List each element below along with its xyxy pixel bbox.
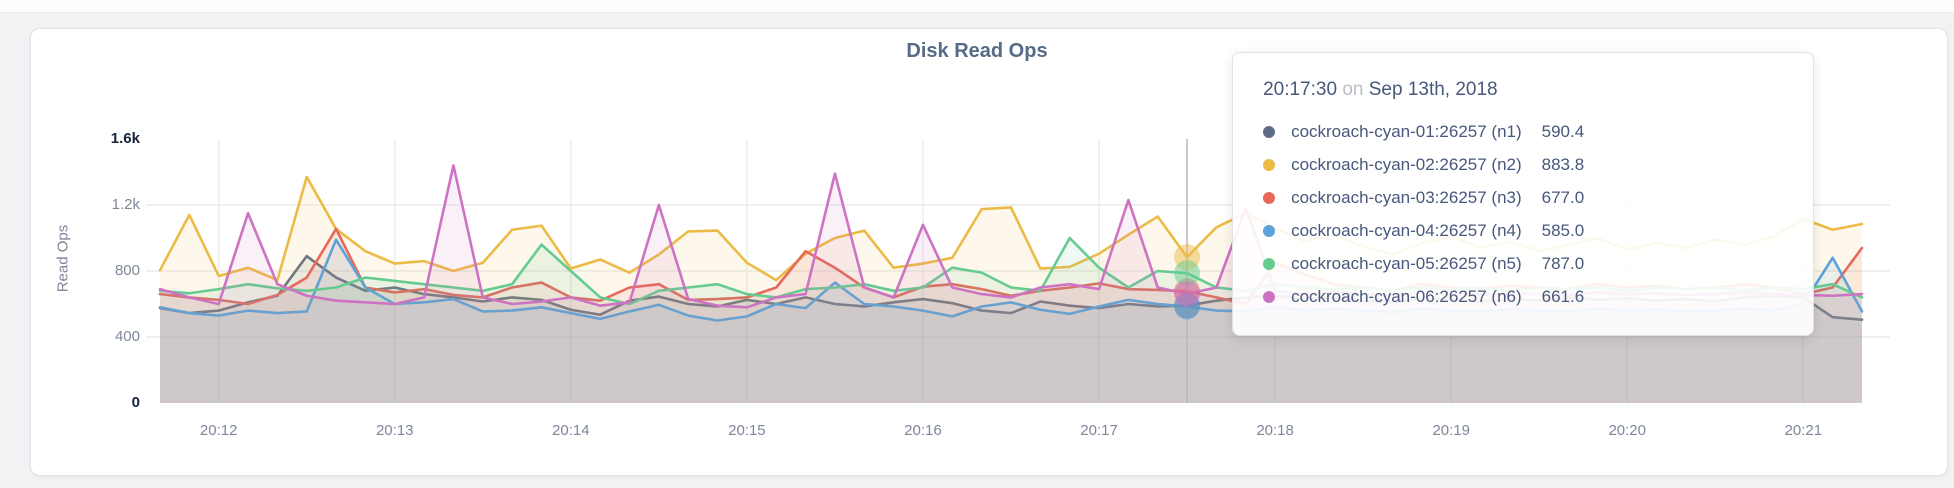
x-tick-label: 20:21 bbox=[1784, 422, 1823, 439]
series-label: cockroach-cyan-02:26257 (n2) bbox=[1291, 154, 1522, 174]
x-tick-label: 20:17 bbox=[1080, 422, 1118, 439]
page-top-strip bbox=[0, 0, 1954, 13]
series-value: 787.0 bbox=[1541, 253, 1585, 273]
series-value: 661.6 bbox=[1541, 286, 1585, 306]
series-area-n4 bbox=[160, 239, 1862, 403]
x-tick-label: 20:15 bbox=[728, 422, 766, 439]
y-tick-label: 1.6k bbox=[110, 130, 140, 147]
x-tick-label: 20:20 bbox=[1608, 422, 1646, 439]
tooltip-rows: cockroach-cyan-01:26257 (n1) 590.4 cockroa… bbox=[1263, 115, 1783, 313]
chart-title: Disk Read Ops bbox=[906, 40, 1048, 62]
series-label: cockroach-cyan-01:26257 (n1) bbox=[1291, 121, 1522, 141]
hover-dot-n6 bbox=[1174, 280, 1201, 307]
series-color-dot bbox=[1263, 191, 1276, 204]
y-tick-label: 400 bbox=[114, 328, 140, 345]
series-area-n3 bbox=[160, 228, 1862, 403]
series-color-dot bbox=[1263, 125, 1276, 138]
series-label: cockroach-cyan-06:26257 (n6) bbox=[1291, 286, 1522, 306]
hover-tooltip: 20:17:30 on Sep 13th, 2018 cockroach-cya… bbox=[1232, 52, 1815, 336]
series-color-dot bbox=[1263, 257, 1276, 270]
x-tick-label: 20:12 bbox=[199, 422, 238, 439]
series-color-dot bbox=[1263, 224, 1276, 237]
x-tick-label: 20:14 bbox=[552, 422, 590, 439]
series-area-n6 bbox=[160, 165, 1862, 403]
series-value: 590.4 bbox=[1541, 121, 1585, 141]
y-tick-label: 0 bbox=[131, 394, 140, 411]
series-color-dot bbox=[1263, 158, 1276, 171]
x-tick-label: 20:19 bbox=[1432, 422, 1470, 439]
tooltip-row: cockroach-cyan-02:26257 (n2) 883.8 bbox=[1263, 148, 1783, 181]
tooltip-date: Sep 13th, 2018 bbox=[1368, 79, 1498, 100]
x-tick-label: 20:16 bbox=[904, 422, 942, 439]
tooltip-row: cockroach-cyan-05:26257 (n5) 787.0 bbox=[1263, 247, 1783, 280]
series-value: 677.0 bbox=[1541, 187, 1585, 207]
y-tick-label: 800 bbox=[114, 262, 140, 279]
series-value: 883.8 bbox=[1541, 154, 1585, 174]
y-tick-label: 1.2k bbox=[111, 196, 140, 213]
series-area-n2 bbox=[160, 176, 1862, 403]
tooltip-time: 20:17:30 bbox=[1263, 79, 1338, 100]
series-label: cockroach-cyan-04:26257 (n4) bbox=[1291, 220, 1522, 240]
series-label: cockroach-cyan-03:26257 (n3) bbox=[1291, 187, 1522, 207]
series-label: cockroach-cyan-05:26257 (n5) bbox=[1291, 253, 1522, 273]
series-area-n5 bbox=[160, 238, 1862, 403]
tooltip-header: 20:17:30 on Sep 13th, 2018 bbox=[1263, 79, 1783, 101]
series-color-dot bbox=[1263, 290, 1276, 303]
tooltip-row: cockroach-cyan-04:26257 (n4) 585.0 bbox=[1263, 214, 1783, 247]
tooltip-row: cockroach-cyan-03:26257 (n3) 677.0 bbox=[1263, 181, 1783, 214]
x-tick-label: 20:13 bbox=[375, 422, 414, 439]
series-area-n1 bbox=[160, 256, 1862, 403]
tooltip-row: cockroach-cyan-01:26257 (n1) 590.4 bbox=[1263, 115, 1783, 148]
x-tick-label: 20:18 bbox=[1256, 422, 1294, 439]
tooltip-row: cockroach-cyan-06:26257 (n6) 661.6 bbox=[1263, 280, 1783, 313]
tooltip-separator: on bbox=[1342, 79, 1364, 100]
hover-dot-n5 bbox=[1174, 260, 1201, 287]
series-value: 585.0 bbox=[1541, 220, 1585, 240]
